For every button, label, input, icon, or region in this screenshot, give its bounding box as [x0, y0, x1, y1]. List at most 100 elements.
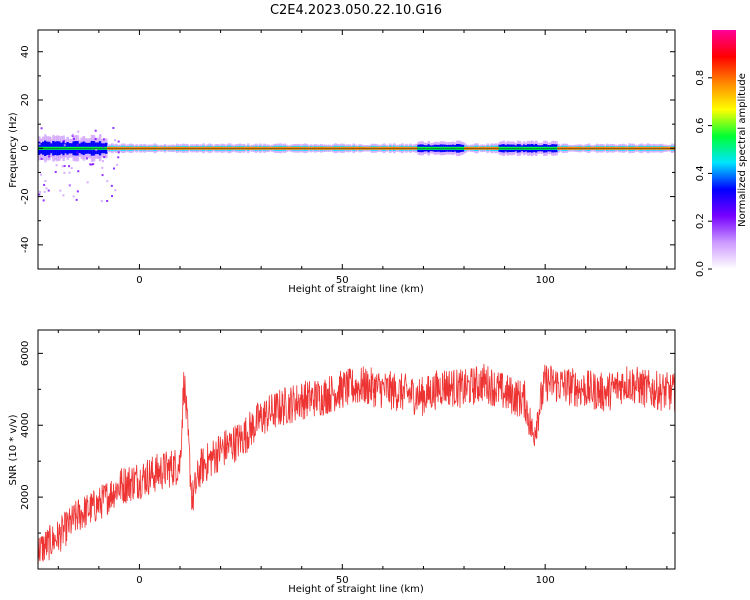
spectrogram-y-tick-label: -20	[20, 188, 31, 204]
spectrogram-noise-speckle	[114, 189, 117, 192]
spectrogram-frame	[37, 29, 676, 270]
spectrogram-noise-speckle	[89, 163, 92, 166]
spectrogram-noise-speckle	[103, 156, 106, 159]
spectrogram-y-ticks: -40 -20 0 20 40	[20, 45, 675, 270]
spectrogram-noise-speckle	[42, 199, 45, 202]
spectrogram-y-label: Frequency (Hz)	[8, 112, 19, 188]
colorbar: 0.0 0.2 0.4 0.6 0.8 Normalized spectral ampl…	[695, 30, 748, 277]
spectrogram-y-tick-label: -40	[20, 237, 31, 253]
spectrogram-noise-speckle	[90, 163, 93, 166]
spectrogram-noise-speckle	[111, 195, 114, 198]
spectrogram-noise-speckle	[54, 170, 57, 173]
spectrogram-noise-speckle	[77, 170, 80, 173]
colorbar-strip	[712, 30, 736, 269]
spectrogram-noise-speckle	[101, 166, 104, 169]
colorbar-label: Normalized spectral amplitude	[737, 73, 748, 227]
spectrogram-noise-speckle	[101, 174, 104, 177]
spectrogram-y-tick-label: 0	[20, 145, 31, 151]
spectrogram-noise-speckle	[68, 165, 71, 168]
colorbar-tick-label: 0.4	[695, 165, 706, 181]
spectrogram-noise-speckle	[63, 164, 66, 167]
spectrogram-noise-speckle	[92, 163, 95, 166]
spectrogram-x-label: Height of straight line (km)	[288, 284, 424, 295]
spectrogram-noise-speckle	[76, 151, 79, 154]
spectrogram-noise-speckle	[70, 167, 73, 170]
snr-x-tick-label: 0	[136, 575, 142, 586]
spectrogram-y-tick-label: 20	[20, 94, 31, 107]
spectrogram-noise-speckle	[102, 145, 105, 148]
spectrogram-noise-speckle	[63, 155, 66, 158]
snr-x-ticks: 0 50 100	[57, 330, 668, 586]
snr-x-tick-label: 50	[336, 575, 349, 586]
spectrogram-y-tick-label: 40	[20, 45, 31, 58]
spectrogram-noise-speckle	[48, 140, 51, 143]
snr-x-label: Height of straight line (km)	[288, 584, 424, 595]
snr-y-tick-label: 2000	[20, 484, 31, 509]
spectrogram-x-tick-label: 50	[336, 275, 349, 286]
spectrogram-noise-speckle	[110, 184, 113, 187]
spectrogram-noise-speckle	[48, 155, 51, 158]
colorbar-tick-label: 0.8	[695, 70, 706, 86]
spectrogram-noise-speckle	[38, 143, 41, 146]
spectrogram-noise-speckle	[40, 157, 43, 160]
spectrogram-noise-speckle	[71, 134, 74, 137]
spectrogram-noise-speckle	[117, 140, 120, 143]
spectrogram-noise-speckle	[63, 144, 66, 147]
spectrogram-noise-speckle	[85, 157, 88, 160]
spectrogram-noise-speckle	[38, 193, 41, 196]
spectrogram-noise-speckle	[116, 163, 119, 166]
spectrogram-noise-speckle	[62, 194, 65, 197]
spectrogram-marks	[38, 126, 675, 203]
snr-x-tick-label: 100	[536, 575, 555, 586]
spectrogram-noise-speckle	[75, 198, 78, 201]
spectrogram-noise-speckle	[95, 148, 98, 151]
spectrogram-noise-speckle	[72, 137, 75, 140]
spectrogram-noise-speckle	[49, 137, 52, 140]
spectrogram-noise-speckle	[61, 136, 64, 139]
spectrogram-noise-speckle	[68, 171, 71, 174]
spectrogram-noise-speckle	[98, 156, 101, 159]
colorbar-tick-label: 0.6	[695, 118, 706, 134]
spectrogram-noise-speckle	[102, 160, 105, 163]
spectrogram-noise-speckle	[59, 189, 62, 192]
spectrogram-x-tick-label: 100	[536, 275, 555, 286]
colorbar-ticks: 0.0 0.2 0.4 0.6 0.8	[695, 70, 712, 277]
spectrogram-noise-speckle	[62, 140, 65, 143]
spectrogram-noise-speckle	[71, 133, 74, 136]
spectrogram-noise-speckle	[99, 134, 102, 137]
spectrogram-noise-speckle	[39, 190, 42, 193]
spectrogram-noise-speckle	[77, 130, 80, 133]
spectrogram-noise-speckle	[94, 138, 97, 141]
figure-title: C2E4.2023.050.22.10.G16	[270, 3, 442, 18]
snr-y-label: SNR (10 * v/v)	[8, 414, 19, 485]
spectrogram-noise-speckle	[45, 187, 48, 190]
spectrogram-noise-speckle	[43, 183, 46, 186]
spectrogram-noise-speckle	[94, 129, 97, 132]
spectrogram-noise-speckle	[40, 127, 43, 130]
spectrogram-noise-speckle	[40, 173, 43, 176]
colorbar-tick-label: 0.2	[695, 213, 706, 229]
spectrogram-noise-speckle	[86, 181, 89, 184]
spectrogram-x-tick-label: 0	[136, 275, 142, 286]
spectrogram-noise-speckle	[102, 138, 105, 141]
spectrogram-noise-speckle	[61, 165, 64, 168]
spectrogram-noise-speckle	[43, 190, 46, 193]
snr-panel: 0 50 100 2000 4000 6000 Height of straight l…	[8, 329, 676, 595]
spectrogram-noise-speckle	[72, 195, 75, 198]
spectrogram-x-ticks: 0 50 100	[57, 30, 668, 286]
colorbar-tick-label: 0.0	[695, 261, 706, 277]
snr-y-ticks: 2000 4000 6000	[20, 341, 675, 570]
spectrogram-panel: 0 50 100 -40 -20 0 20 40 Height of straight li…	[8, 29, 676, 295]
spectrogram-noise-speckle	[76, 144, 79, 147]
spectrogram-noise-speckle	[106, 180, 109, 183]
spectrogram-noise-speckle	[117, 151, 120, 154]
spectrogram-noise-speckle	[112, 126, 115, 129]
snr-series-line	[38, 363, 675, 568]
spectrogram-noise-speckle	[113, 167, 116, 170]
spectrogram-noise-speckle	[114, 139, 117, 142]
spectrogram-noise-speckle	[44, 179, 47, 182]
spectrogram-noise-speckle	[106, 199, 109, 202]
spectrogram-noise-speckle	[100, 200, 103, 203]
spectrogram-noise-speckle	[55, 164, 58, 167]
